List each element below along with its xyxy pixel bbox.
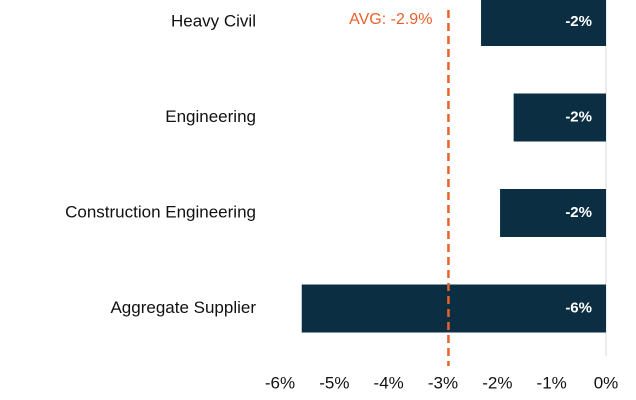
bar bbox=[500, 189, 606, 237]
bar bbox=[481, 0, 606, 46]
x-tick-label: -2% bbox=[482, 373, 512, 392]
bar bbox=[301, 284, 606, 333]
x-tick-label: -6% bbox=[265, 373, 295, 392]
x-tick-label: -4% bbox=[374, 373, 404, 392]
category-label: Construction Engineering bbox=[65, 202, 256, 221]
category-label: Heavy Civil bbox=[171, 11, 256, 30]
category-label: Engineering bbox=[165, 107, 256, 126]
value-label: -2% bbox=[565, 204, 592, 221]
x-tick-label: -1% bbox=[537, 373, 567, 392]
value-label: -6% bbox=[565, 299, 592, 316]
bar bbox=[513, 93, 606, 142]
x-tick-label: 0% bbox=[594, 373, 619, 392]
average-label: AVG: -2.9% bbox=[349, 11, 432, 28]
category-label: Aggregate Supplier bbox=[110, 298, 256, 317]
x-tick-label: -5% bbox=[319, 373, 349, 392]
value-label: -2% bbox=[565, 108, 592, 125]
value-label: -2% bbox=[565, 13, 592, 30]
x-tick-label: -3% bbox=[428, 373, 458, 392]
